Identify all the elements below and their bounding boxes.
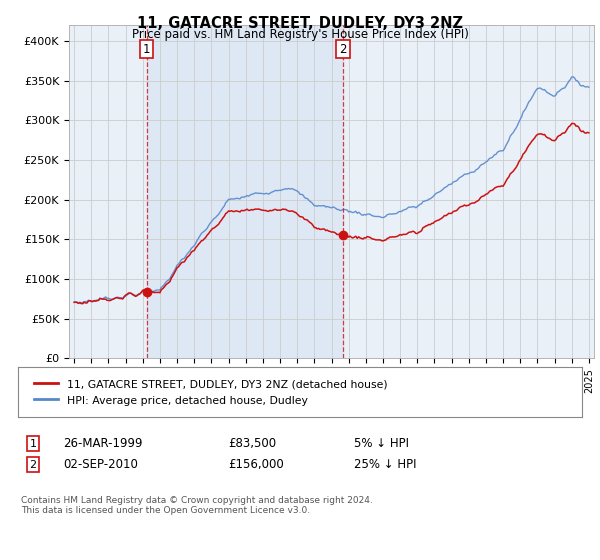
Text: 5% ↓ HPI: 5% ↓ HPI (354, 437, 409, 450)
Text: 1: 1 (143, 43, 151, 55)
Text: £156,000: £156,000 (228, 458, 284, 472)
Text: 1: 1 (29, 438, 37, 449)
Text: 2: 2 (29, 460, 37, 470)
Legend: 11, GATACRE STREET, DUDLEY, DY3 2NZ (detached house), HPI: Average price, detach: 11, GATACRE STREET, DUDLEY, DY3 2NZ (det… (29, 373, 393, 411)
Text: Contains HM Land Registry data © Crown copyright and database right 2024.
This d: Contains HM Land Registry data © Crown c… (21, 496, 373, 515)
Text: 11, GATACRE STREET, DUDLEY, DY3 2NZ: 11, GATACRE STREET, DUDLEY, DY3 2NZ (137, 16, 463, 31)
Text: 26-MAR-1999: 26-MAR-1999 (63, 437, 143, 450)
Bar (147, 25, 343, 358)
Text: 02-SEP-2010: 02-SEP-2010 (63, 458, 138, 472)
Text: £83,500: £83,500 (228, 437, 276, 450)
Text: 25% ↓ HPI: 25% ↓ HPI (354, 458, 416, 472)
Text: 2: 2 (339, 43, 347, 55)
Text: Price paid vs. HM Land Registry's House Price Index (HPI): Price paid vs. HM Land Registry's House … (131, 28, 469, 41)
